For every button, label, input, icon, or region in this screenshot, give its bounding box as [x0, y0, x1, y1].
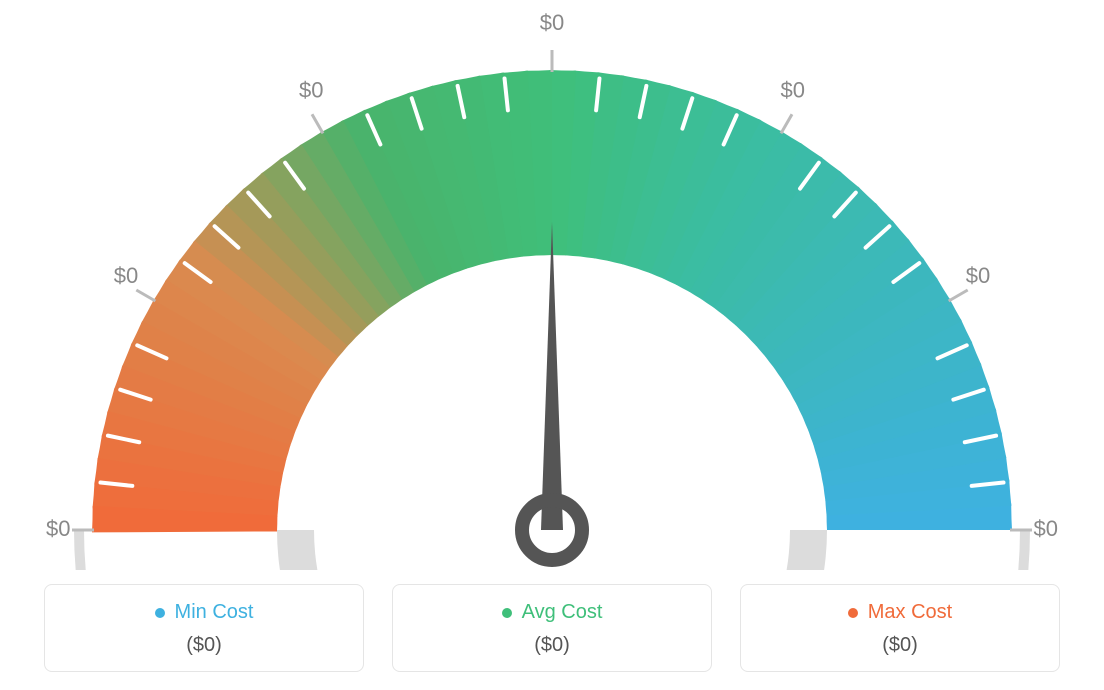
- svg-text:$0: $0: [540, 10, 564, 35]
- svg-text:$0: $0: [1034, 516, 1058, 541]
- legend-label-avg: Avg Cost: [522, 601, 603, 624]
- legend-card-avg: Avg Cost ($0): [392, 584, 712, 672]
- legend-dot-avg: [502, 608, 512, 618]
- legend-label-max: Max Cost: [868, 601, 952, 624]
- svg-text:$0: $0: [46, 516, 70, 541]
- svg-text:$0: $0: [299, 78, 323, 103]
- legend-value-max: ($0): [753, 634, 1047, 657]
- legend-label-min: Min Cost: [175, 601, 254, 624]
- svg-text:$0: $0: [114, 263, 138, 288]
- gauge-svg: $0 $0 $0 $0 $0 $0 $0: [32, 10, 1072, 570]
- legend-value-min: ($0): [57, 634, 351, 657]
- svg-text:$0: $0: [781, 78, 805, 103]
- svg-text:$0: $0: [966, 263, 990, 288]
- legend-dot-min: [155, 608, 165, 618]
- legend-row: Min Cost ($0) Avg Cost ($0) Max Cost ($0…: [44, 584, 1060, 672]
- cost-gauge: $0 $0 $0 $0 $0 $0 $0: [32, 10, 1072, 570]
- legend-card-min: Min Cost ($0): [44, 584, 364, 672]
- legend-value-avg: ($0): [405, 634, 699, 657]
- legend-card-max: Max Cost ($0): [740, 584, 1060, 672]
- legend-dot-max: [848, 608, 858, 618]
